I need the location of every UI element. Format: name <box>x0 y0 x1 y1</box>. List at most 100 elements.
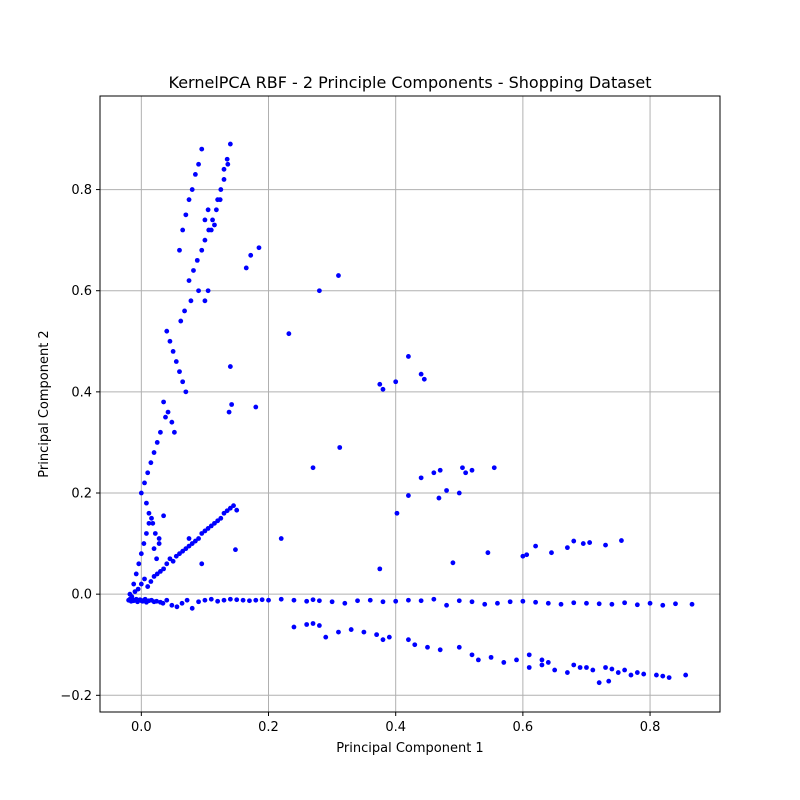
data-point <box>163 414 168 420</box>
data-point <box>142 576 147 582</box>
data-point <box>380 386 386 392</box>
data-point <box>127 591 133 597</box>
data-point <box>444 488 449 493</box>
data-point <box>196 599 201 605</box>
data-point <box>154 440 160 445</box>
data-point <box>463 470 469 476</box>
data-point <box>156 536 162 541</box>
data-point <box>202 298 208 304</box>
data-point <box>394 510 400 516</box>
data-point <box>253 404 259 410</box>
data-point <box>622 600 628 606</box>
data-point <box>180 379 186 385</box>
data-point <box>215 598 221 604</box>
data-point <box>218 187 224 192</box>
data-point <box>507 599 513 605</box>
data-point <box>189 187 195 192</box>
data-point <box>144 531 149 536</box>
data-point <box>227 596 233 602</box>
data-point <box>213 207 219 213</box>
data-point <box>145 584 151 589</box>
data-point <box>596 601 602 607</box>
data-point <box>641 671 647 677</box>
data-point <box>227 364 233 369</box>
data-point <box>248 252 254 258</box>
data-point <box>549 550 554 556</box>
data-point <box>205 288 211 294</box>
data-point <box>380 599 386 605</box>
scatter-points <box>126 141 695 686</box>
data-point <box>135 586 141 592</box>
data-point <box>133 571 139 577</box>
data-point <box>167 338 173 344</box>
data-point <box>243 265 249 271</box>
data-point <box>514 657 519 663</box>
data-point <box>161 399 166 405</box>
data-point <box>609 666 615 672</box>
data-point <box>182 308 187 314</box>
data-point <box>584 600 589 606</box>
data-point <box>234 597 240 603</box>
data-point <box>495 600 500 606</box>
data-point <box>291 597 297 603</box>
data-point <box>152 531 158 536</box>
data-point <box>406 354 411 359</box>
data-point <box>202 217 208 223</box>
data-point <box>221 166 227 172</box>
data-point <box>304 598 310 604</box>
data-point <box>450 560 456 566</box>
y-tick-label: −0.2 <box>60 689 92 704</box>
data-point <box>666 675 672 681</box>
data-point <box>194 257 200 263</box>
x-tick-label: 0.4 <box>385 720 406 735</box>
data-point <box>253 597 259 603</box>
data-point <box>406 597 411 603</box>
data-point <box>437 647 443 653</box>
data-point <box>571 662 577 668</box>
data-point <box>377 566 383 572</box>
data-point <box>564 545 570 551</box>
x-axis-ticks: 0.0 0.2 0.4 0.6 0.8 <box>131 712 660 735</box>
x-axis-label: Principal Component 1 <box>336 741 483 756</box>
data-point <box>136 561 142 567</box>
data-point <box>421 376 427 382</box>
data-point <box>418 598 424 604</box>
data-point <box>146 520 152 526</box>
data-point <box>158 429 163 435</box>
data-point <box>183 212 189 218</box>
data-point <box>161 513 166 519</box>
y-axis-ticks: −0.2 0.0 0.2 0.4 0.6 0.8 <box>60 183 100 704</box>
data-point <box>609 601 615 607</box>
data-point <box>469 652 475 658</box>
data-point <box>172 429 177 435</box>
data-point <box>526 665 532 670</box>
data-point <box>310 621 316 626</box>
data-point <box>154 556 159 562</box>
data-point <box>196 536 201 541</box>
data-point <box>224 156 230 162</box>
data-point <box>393 598 399 604</box>
data-point <box>199 561 205 567</box>
data-point <box>205 207 211 213</box>
data-point <box>278 536 284 541</box>
data-point <box>393 379 399 385</box>
data-point <box>161 566 166 572</box>
data-point <box>186 278 192 283</box>
data-point <box>316 598 322 604</box>
data-point <box>539 662 545 668</box>
data-point <box>571 538 577 544</box>
data-point <box>475 657 481 663</box>
data-point <box>199 146 205 152</box>
data-point <box>186 197 192 203</box>
data-point <box>520 553 526 559</box>
data-point <box>533 599 538 605</box>
data-point <box>431 596 437 602</box>
data-point <box>596 680 602 686</box>
data-point <box>154 598 159 604</box>
data-point <box>148 579 154 584</box>
data-point <box>456 644 462 650</box>
data-point <box>234 507 240 513</box>
data-point <box>558 601 564 607</box>
